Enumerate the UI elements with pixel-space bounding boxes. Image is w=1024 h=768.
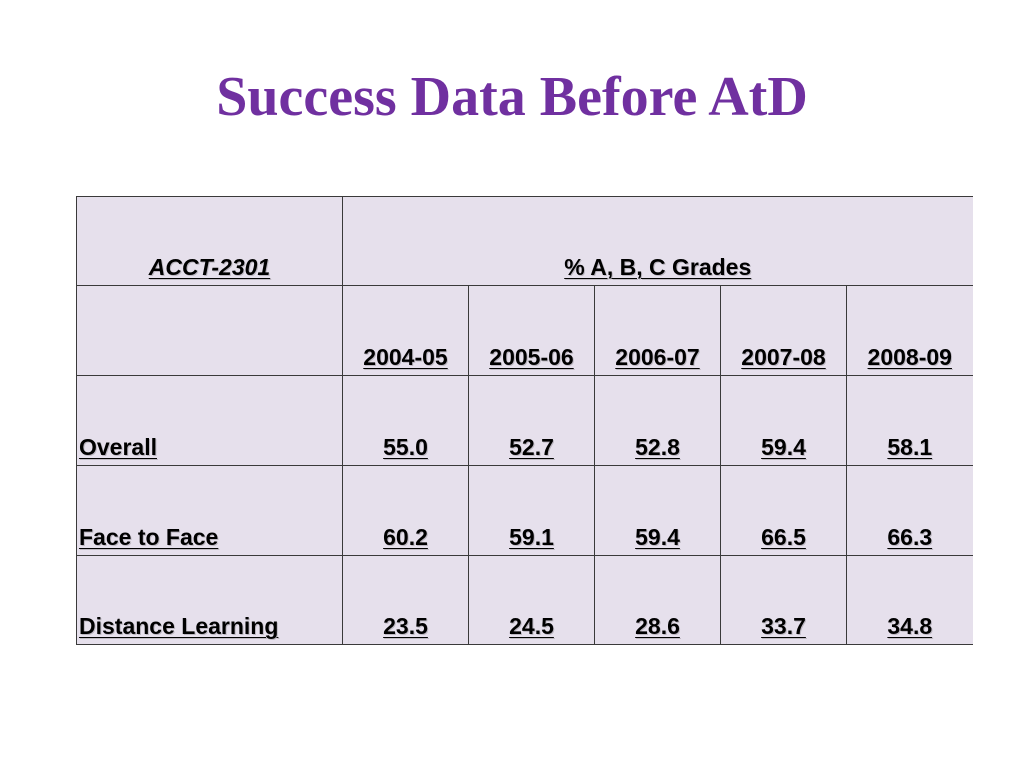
grades-table: ACCT-2301 % A, B, C Grades 2004-05 2005-…	[76, 196, 973, 645]
value-cell: 28.6	[594, 555, 721, 645]
value-cell: 33.7	[720, 555, 847, 645]
value-cell: 52.7	[468, 375, 595, 466]
row-label: Distance Learning	[76, 555, 343, 645]
year-cell: 2007-08	[720, 285, 847, 376]
metric-header-cell: % A, B, C Grades	[342, 196, 973, 286]
value-cell: 52.8	[594, 375, 721, 466]
value-cell: 24.5	[468, 555, 595, 645]
table-row: Face to Face 60.2 59.1 59.4 66.5 66.3	[76, 465, 973, 556]
value-cell: 59.1	[468, 465, 595, 556]
table-header-row: ACCT-2301 % A, B, C Grades	[76, 196, 973, 286]
table-row: Distance Learning 23.5 24.5 28.6 33.7 34…	[76, 555, 973, 645]
value-cell: 55.0	[342, 375, 469, 466]
row-label: Overall	[76, 375, 343, 466]
value-cell: 60.2	[342, 465, 469, 556]
table-row: Overall 55.0 52.7 52.8 59.4 58.1	[76, 375, 973, 466]
value-cell: 23.5	[342, 555, 469, 645]
year-cell: 2006-07	[594, 285, 721, 376]
year-cell: 2008-09	[846, 285, 973, 376]
row-label: Face to Face	[76, 465, 343, 556]
year-cell: 2004-05	[342, 285, 469, 376]
year-cell: 2005-06	[468, 285, 595, 376]
value-cell: 66.3	[846, 465, 973, 556]
value-cell: 59.4	[594, 465, 721, 556]
value-cell: 58.1	[846, 375, 973, 466]
years-row: 2004-05 2005-06 2006-07 2007-08 2008-09	[76, 285, 973, 376]
empty-corner-cell	[76, 285, 343, 376]
slide-title: Success Data Before AtD	[216, 66, 808, 128]
value-cell: 66.5	[720, 465, 847, 556]
course-code-cell: ACCT-2301	[76, 196, 343, 286]
value-cell: 59.4	[720, 375, 847, 466]
value-cell: 34.8	[846, 555, 973, 645]
